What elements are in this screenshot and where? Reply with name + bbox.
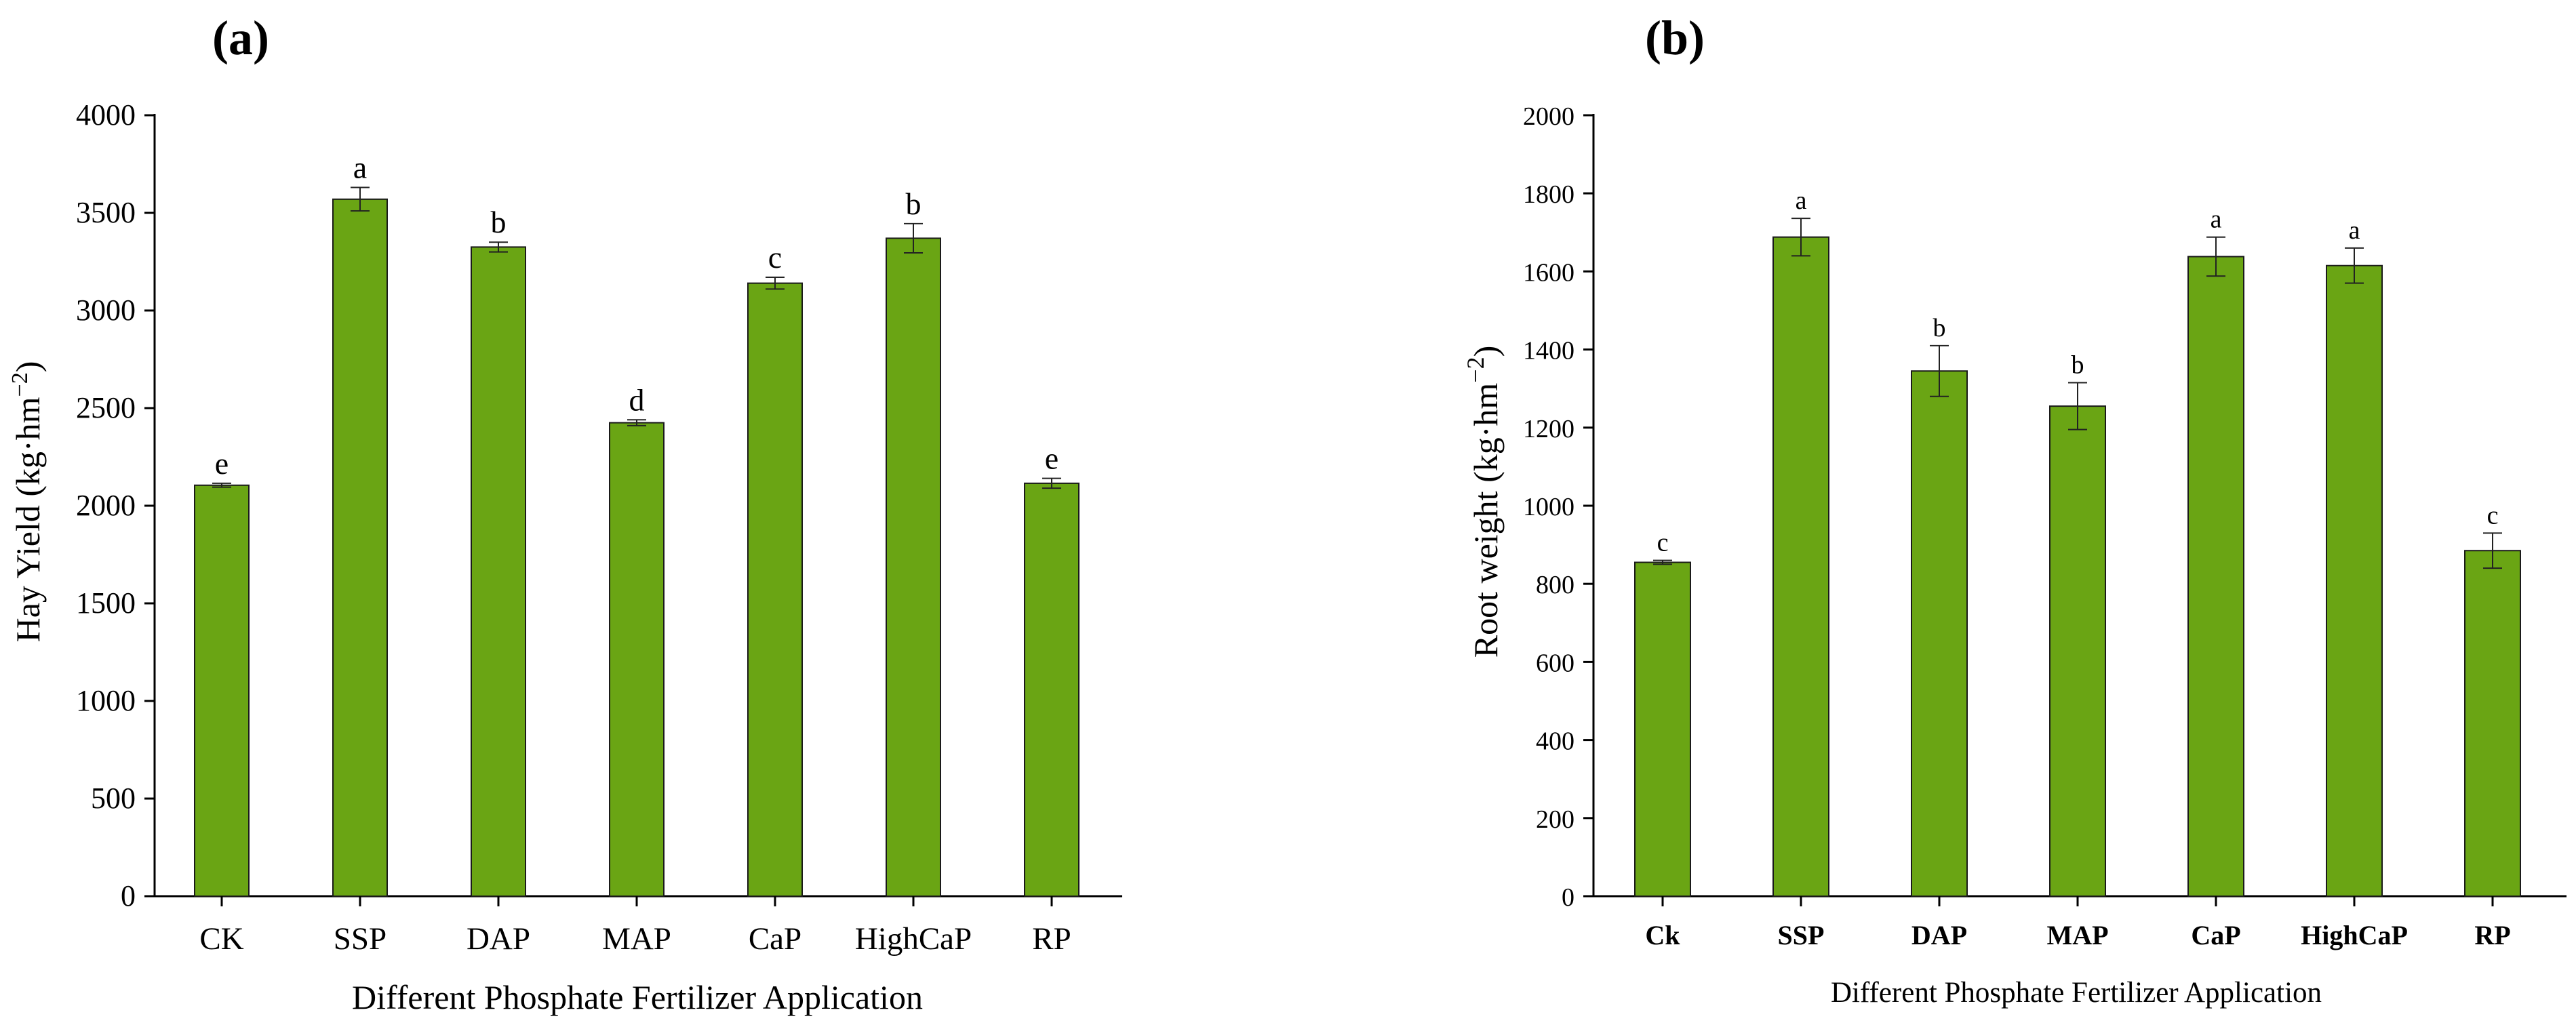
bar-b-dap [1911, 370, 1968, 897]
significance-label-a: a [353, 150, 367, 185]
y-tick-label-b: 800 [1536, 571, 1574, 599]
y-tick-label-a: 4000 [76, 98, 136, 132]
x-tick-label-b: HighCaP [2301, 920, 2408, 950]
x-tick-label-a: DAP [467, 921, 530, 957]
significance-label-a: e [215, 446, 229, 481]
bar-a-dap [471, 246, 526, 897]
significance-label-b: c [2487, 501, 2499, 529]
y-tick-label-b: 1600 [1523, 258, 1574, 287]
y-tick-label-b: 1800 [1523, 180, 1574, 209]
bar-b-ck [1634, 561, 1691, 898]
x-tick-label-b: CaP [2191, 920, 2240, 950]
x-tick-label-a: HighCaP [855, 921, 972, 957]
significance-label-a: d [629, 382, 645, 417]
y-axis-label-b-main: Root weight (kg·hm [1467, 383, 1505, 658]
x-axis-label-b: Different Phosphate Fertilizer Applicati… [1831, 977, 2322, 1009]
y-tick-label-b: 1400 [1523, 337, 1574, 365]
y-tick-label-a: 3500 [76, 196, 136, 229]
y-axis-label-a: Hay Yield (kg·hm−2) [7, 361, 47, 643]
y-tick-label-a: 500 [91, 782, 136, 815]
chart-a-plot: 0 500 1000 1500 2000 2500 3000 3500 4000 e CK a SSP b… [76, 98, 1122, 957]
significance-label-a: b [906, 186, 922, 221]
y-axis-label-b-sup: −2 [1462, 357, 1489, 382]
bar-a-map [609, 422, 665, 897]
bar-a-rp [1024, 482, 1079, 897]
significance-label-b: a [2211, 205, 2222, 234]
x-tick-label-b: RP [2474, 920, 2510, 950]
y-tick-label-a: 0 [121, 879, 136, 912]
x-tick-label-b: SSP [1778, 920, 1825, 950]
bar-b-highcap [2326, 264, 2383, 897]
x-axis-label-a: Different Phosphate Fertilizer Applicati… [352, 978, 923, 1016]
x-tick-label-a: CK [199, 921, 243, 957]
x-tick-label-b: Ck [1645, 920, 1680, 950]
y-axis-label-b: Root weight (kg·hm−2) [1462, 346, 1505, 658]
x-tick-label-a: SSP [334, 921, 387, 957]
y-tick-label-a: 1500 [76, 586, 136, 620]
chart-b-plot: 0 200 400 600 800 1000 1200 1400 1600 1800 2000 c Ck… [1523, 102, 2567, 950]
bar-b-rp [2464, 550, 2521, 897]
x-tick-label-b: MAP [2046, 920, 2108, 950]
bar-a-ck [194, 484, 250, 897]
y-axis-label-a-end: ) [9, 361, 47, 373]
y-tick-label-a: 1000 [76, 684, 136, 717]
y-tick-label-b: 1200 [1523, 415, 1574, 443]
y-tick-label-a: 2000 [76, 489, 136, 522]
bar-b-cap [2187, 256, 2244, 897]
y-axis-label-a-sup: −2 [7, 372, 33, 397]
bar-a-highcap [886, 237, 941, 897]
bar-b-map [2049, 405, 2106, 897]
y-tick-label-b: 600 [1536, 649, 1574, 677]
x-tick-label-a: CaP [749, 921, 801, 957]
significance-label-b: c [1657, 529, 1669, 557]
significance-label-b: a [2349, 216, 2360, 245]
x-tick-label-a: MAP [602, 921, 671, 957]
y-tick-label-b: 1000 [1523, 493, 1574, 521]
y-tick-label-b: 400 [1536, 727, 1574, 756]
y-tick-label-a: 3000 [76, 294, 136, 327]
panel-label-b: (b) [1645, 11, 1705, 65]
significance-label-a: b [491, 205, 507, 239]
significance-label-a: c [768, 240, 782, 275]
x-tick-label-a: RP [1032, 921, 1071, 957]
bar-b-ssp [1772, 236, 1829, 898]
y-tick-label-b: 2000 [1523, 102, 1574, 131]
x-tick-label-b: DAP [1911, 920, 1967, 950]
bar-a-cap [747, 282, 803, 897]
y-axis-label-a-main: Hay Yield (kg·hm [9, 397, 47, 642]
y-axis-label-b-end: ) [1467, 346, 1505, 357]
significance-label-b: a [1796, 186, 1807, 215]
significance-label-b: b [2072, 351, 2084, 380]
bar-a-ssp [332, 198, 388, 898]
y-tick-label-b: 200 [1536, 805, 1574, 834]
significance-label-b: b [1933, 314, 1946, 342]
y-tick-label-b: 0 [1562, 883, 1574, 912]
y-tick-label-a: 2500 [76, 391, 136, 424]
significance-label-a: e [1045, 441, 1058, 476]
panel-label-a: (a) [212, 11, 269, 65]
